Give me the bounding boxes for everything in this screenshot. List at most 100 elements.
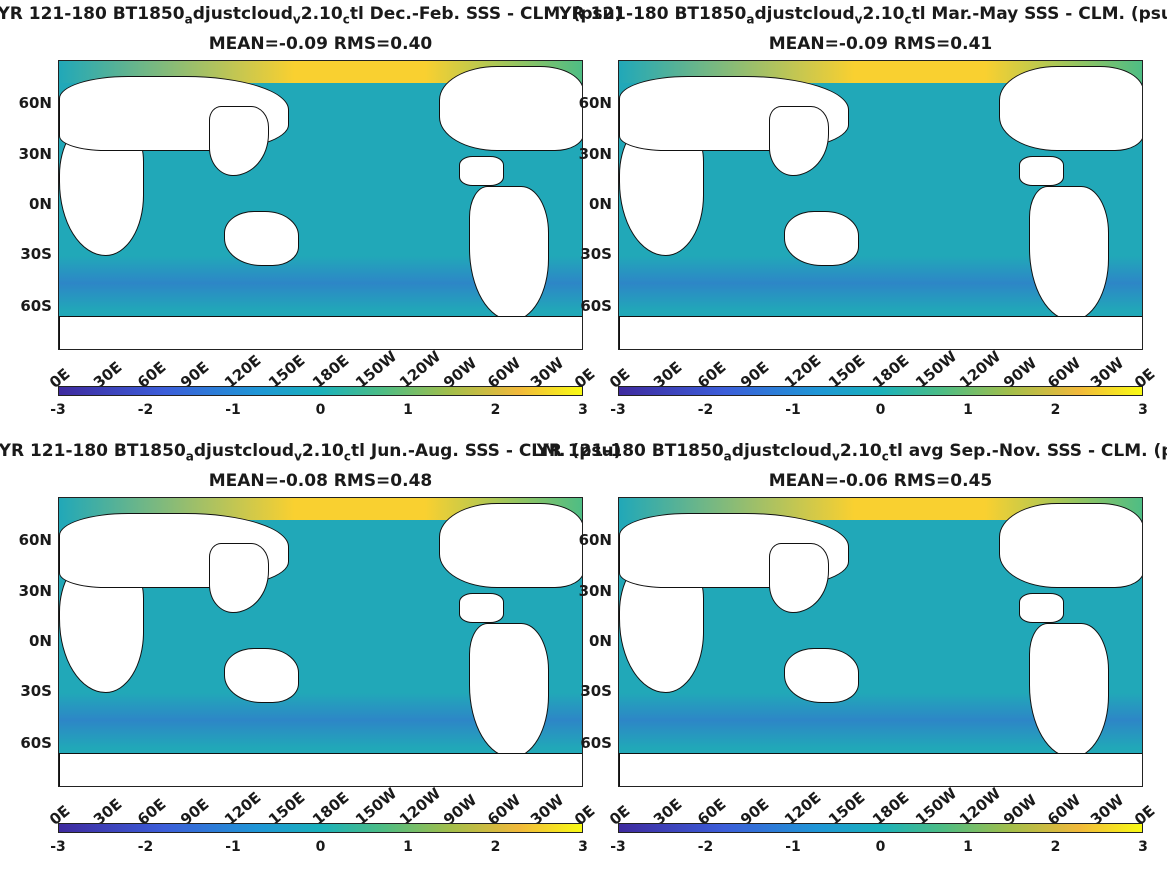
panel-title: YR 121-180 BT1850adjustcloudv2.10ctl Dec… (0, 4, 660, 26)
panel-title: YR 121-180 BT1850adjustcloudv2.10ctl Jun… (0, 441, 660, 463)
title-segment: c (904, 12, 912, 27)
land-mass (459, 156, 504, 186)
map-panel-1: YR 121-180 BT1850adjustcloudv2.10ctl Dec… (0, 0, 623, 437)
title-segment: tl Mar.-May SSS - CLM. (psu) (911, 4, 1167, 24)
title-segment: tl Dec.-Feb. SSS - CLM. (psu) (349, 4, 623, 24)
land-mass (59, 316, 582, 349)
lat-tick-label: 30S (20, 245, 52, 263)
title-segment: c (342, 12, 350, 27)
title-segment: 2.10 (301, 441, 344, 461)
title-segment: djustcloud (193, 441, 295, 461)
land-mass (1029, 186, 1109, 321)
land-mass (999, 66, 1142, 151)
colorbar-tick-label: -2 (137, 839, 154, 855)
colorbar (618, 386, 1143, 396)
title-segment: tl Jun.-Aug. SSS - CLM. (psu) (351, 441, 622, 461)
lat-tick-label: 60S (20, 734, 52, 752)
map-panel-4: YR 121-180 BT1850adjustcloudv2.10ctl avg… (537, 437, 1167, 874)
panel-stats: MEAN=-0.09 RMS=0.41 (768, 34, 993, 54)
title-segment: YR 121-180 BT1850 (536, 441, 724, 461)
panel-title: YR 121-180 BT1850adjustcloudv2.10ctl avg… (520, 441, 1167, 463)
title-segment: v (831, 449, 840, 464)
land-mass (784, 211, 859, 266)
colorbar-tick-label: 3 (578, 839, 588, 855)
land-mass (224, 211, 299, 266)
lat-tick-label: 30N (578, 145, 612, 163)
land-mass (769, 106, 829, 176)
colorbar-tick-label: 0 (315, 839, 326, 855)
title-segment: a (746, 12, 755, 27)
title-segment: c (881, 449, 889, 464)
lat-tick-label: 60N (18, 94, 52, 112)
land-mass (209, 106, 269, 176)
panel-stats: MEAN=-0.06 RMS=0.45 (768, 471, 993, 491)
title-segment: 2.10 (862, 4, 905, 24)
lat-tick-label: 60S (580, 297, 612, 315)
panel-stats: MEAN=-0.08 RMS=0.48 (208, 471, 433, 491)
colorbar-tick-label: -1 (225, 839, 241, 855)
ssc-anomaly-map (58, 60, 583, 350)
colorbar-tick-label: -3 (50, 839, 66, 855)
title-segment: YR 121-180 BT1850 (0, 4, 185, 24)
title-segment: v (294, 449, 302, 464)
title-segment: 2.10 (300, 4, 343, 24)
title-segment: djustcloud (754, 4, 855, 24)
colorbar-tick-label: 0 (875, 839, 886, 855)
lat-tick-label: 0N (589, 195, 612, 213)
colorbar-tick-label: 3 (578, 402, 588, 418)
map-panel-3: YR 121-180 BT1850adjustcloudv2.10ctl Jun… (0, 437, 621, 874)
land-mass (1029, 623, 1109, 758)
colorbar-tick-label: -3 (610, 839, 626, 855)
title-segment: tl avg Sep.-Nov. SSS - CLM. (psu) (888, 441, 1167, 461)
land-mass (999, 503, 1142, 588)
title-segment: YR 121-180 BT1850 (559, 4, 747, 24)
lat-tick-label: 30N (18, 145, 52, 163)
lat-tick-label: 30N (18, 582, 52, 600)
colorbar-tick-label: 3 (1138, 839, 1148, 855)
title-segment: a (185, 449, 194, 464)
colorbar (58, 823, 583, 833)
land-mass (1019, 593, 1064, 623)
colorbar-tick-label: 2 (1050, 839, 1061, 855)
colorbar (618, 823, 1143, 833)
lat-tick-label: 60N (578, 531, 612, 549)
land-mass (439, 503, 582, 588)
colorbar-tick-label: 2 (490, 839, 501, 855)
colorbar-tick-label: 0 (315, 402, 326, 418)
land-mass (469, 623, 549, 758)
ssc-anomaly-map (58, 497, 583, 787)
land-mass (1019, 156, 1064, 186)
title-segment: c (343, 449, 351, 464)
colorbar-tick-label: -1 (785, 402, 801, 418)
ssc-anomaly-map (618, 60, 1143, 350)
title-segment: v (292, 12, 301, 27)
land-mass (619, 753, 1142, 786)
colorbar-tick-label: -3 (610, 402, 626, 418)
lat-tick-label: 0N (29, 195, 52, 213)
colorbar-tick-label: -2 (697, 839, 714, 855)
land-mass (59, 753, 582, 786)
colorbar-tick-label: -1 (785, 839, 801, 855)
lat-tick-label: 30S (20, 682, 52, 700)
land-mass (439, 66, 582, 151)
lat-tick-label: 30S (580, 682, 612, 700)
colorbar-tick-label: -3 (50, 402, 66, 418)
lat-tick-label: 60N (578, 94, 612, 112)
colorbar-tick-label: -2 (697, 402, 714, 418)
title-segment: YR 121-180 BT1850 (0, 441, 186, 461)
land-mass (209, 543, 269, 613)
lat-tick-label: 0N (589, 632, 612, 650)
colorbar (58, 386, 583, 396)
land-mass (784, 648, 859, 703)
land-mass (469, 186, 549, 321)
colorbar-tick-label: 3 (1138, 402, 1148, 418)
ssc-anomaly-map (618, 497, 1143, 787)
title-segment: djustcloud (192, 4, 293, 24)
title-segment: a (723, 449, 732, 464)
panel-title: YR 121-180 BT1850adjustcloudv2.10ctl Mar… (520, 4, 1167, 26)
title-segment: a (184, 12, 193, 27)
lat-tick-label: 60N (18, 531, 52, 549)
colorbar-tick-label: 0 (875, 402, 886, 418)
colorbar-tick-label: 2 (490, 402, 501, 418)
title-segment: djustcloud (731, 441, 832, 461)
